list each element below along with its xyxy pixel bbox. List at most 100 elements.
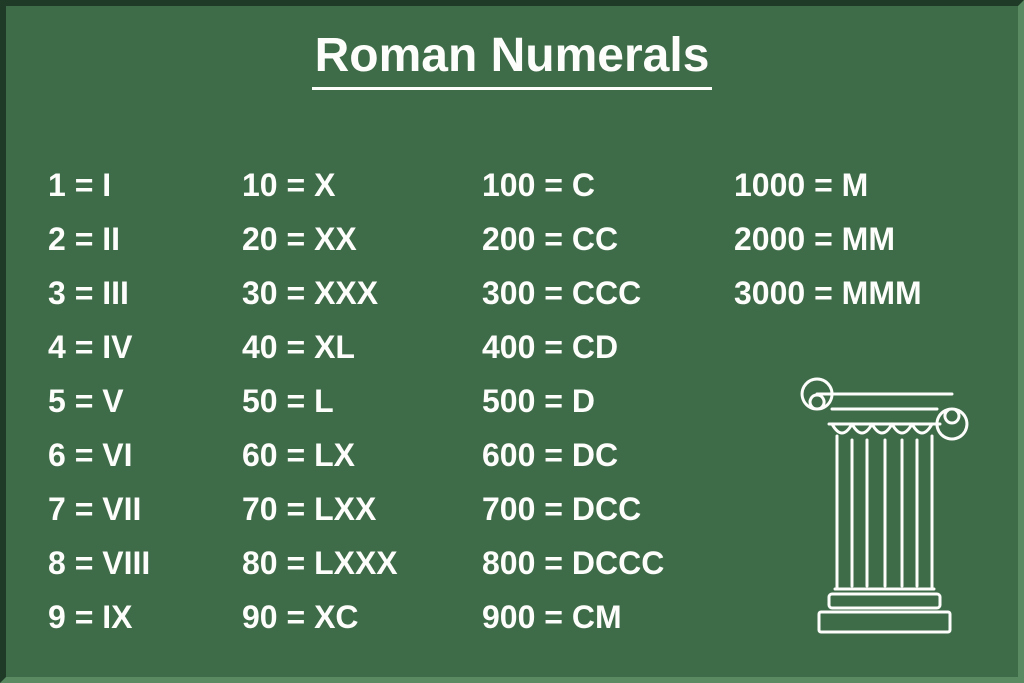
numeral-entry: 60 = LX (242, 428, 482, 482)
numeral-entry: 700 = DCC (482, 482, 734, 536)
numeral-entry: 6 = VI (48, 428, 242, 482)
arabic-value: 5 (48, 383, 66, 419)
equals-sign: = (278, 599, 314, 635)
numeral-entry: 9 = IX (48, 590, 242, 644)
equals-sign: = (535, 221, 571, 257)
roman-value: XX (314, 221, 357, 257)
arabic-value: 300 (482, 275, 535, 311)
equals-sign: = (66, 383, 102, 419)
title-underline (312, 87, 712, 90)
chalkboard: Roman Numerals 1 = I2 = II3 = III4 = IV5… (0, 0, 1024, 683)
roman-value: VI (102, 437, 132, 473)
numeral-entry: 1 = I (48, 158, 242, 212)
arabic-value: 400 (482, 329, 535, 365)
arabic-value: 90 (242, 599, 278, 635)
equals-sign: = (66, 599, 102, 635)
arabic-value: 40 (242, 329, 278, 365)
equals-sign: = (535, 383, 571, 419)
roman-column-icon (797, 374, 972, 639)
arabic-value: 1000 (734, 167, 805, 203)
equals-sign: = (66, 545, 102, 581)
roman-value: DCCC (572, 545, 664, 581)
equals-sign: = (278, 383, 314, 419)
numeral-entry: 7 = VII (48, 482, 242, 536)
numeral-entry: 30 = XXX (242, 266, 482, 320)
arabic-value: 2000 (734, 221, 805, 257)
equals-sign: = (805, 221, 841, 257)
equals-sign: = (535, 491, 571, 527)
numeral-entry: 900 = CM (482, 590, 734, 644)
numeral-entry: 3000 = MMM (734, 266, 994, 320)
numeral-entry: 500 = D (482, 374, 734, 428)
arabic-value: 4 (48, 329, 66, 365)
equals-sign: = (278, 329, 314, 365)
arabic-value: 3 (48, 275, 66, 311)
roman-value: CM (572, 599, 622, 635)
roman-value: MM (842, 221, 895, 257)
roman-value: DCC (572, 491, 641, 527)
equals-sign: = (535, 545, 571, 581)
roman-value: MMM (842, 275, 922, 311)
arabic-value: 700 (482, 491, 535, 527)
arabic-value: 30 (242, 275, 278, 311)
equals-sign: = (278, 275, 314, 311)
equals-sign: = (278, 437, 314, 473)
roman-value: CD (572, 329, 618, 365)
roman-value: DC (572, 437, 618, 473)
equals-sign: = (535, 599, 571, 635)
arabic-value: 1 (48, 167, 66, 203)
arabic-value: 20 (242, 221, 278, 257)
equals-sign: = (66, 491, 102, 527)
numeral-entry: 2 = II (48, 212, 242, 266)
col-ones: 1 = I2 = II3 = III4 = IV5 = V6 = VI7 = V… (48, 158, 242, 644)
roman-value: C (572, 167, 595, 203)
numeral-entry: 8 = VIII (48, 536, 242, 590)
arabic-value: 70 (242, 491, 278, 527)
numeral-entry: 10 = X (242, 158, 482, 212)
equals-sign: = (535, 329, 571, 365)
equals-sign: = (805, 275, 841, 311)
roman-value: CC (572, 221, 618, 257)
numeral-entry: 800 = DCCC (482, 536, 734, 590)
equals-sign: = (535, 167, 571, 203)
arabic-value: 600 (482, 437, 535, 473)
equals-sign: = (278, 221, 314, 257)
roman-value: D (572, 383, 595, 419)
arabic-value: 60 (242, 437, 278, 473)
roman-value: V (102, 383, 123, 419)
roman-value: CCC (572, 275, 641, 311)
equals-sign: = (66, 329, 102, 365)
roman-value: XXX (314, 275, 378, 311)
equals-sign: = (66, 437, 102, 473)
roman-value: LX (314, 437, 355, 473)
numeral-entry: 3 = III (48, 266, 242, 320)
arabic-value: 6 (48, 437, 66, 473)
roman-value: XC (314, 599, 358, 635)
numeral-entry: 5 = V (48, 374, 242, 428)
arabic-value: 500 (482, 383, 535, 419)
equals-sign: = (278, 545, 314, 581)
equals-sign: = (66, 221, 102, 257)
title-block: Roman Numerals (0, 28, 1024, 90)
roman-value: XL (314, 329, 355, 365)
roman-value: I (102, 167, 111, 203)
roman-value: VII (102, 491, 141, 527)
numeral-entry: 50 = L (242, 374, 482, 428)
equals-sign: = (66, 275, 102, 311)
equals-sign: = (66, 167, 102, 203)
numeral-entry: 100 = C (482, 158, 734, 212)
equals-sign: = (278, 167, 314, 203)
arabic-value: 800 (482, 545, 535, 581)
arabic-value: 7 (48, 491, 66, 527)
numeral-entry: 300 = CCC (482, 266, 734, 320)
arabic-value: 2 (48, 221, 66, 257)
roman-value: M (842, 167, 869, 203)
page-title: Roman Numerals (315, 28, 710, 87)
numeral-entry: 600 = DC (482, 428, 734, 482)
arabic-value: 50 (242, 383, 278, 419)
numeral-entry: 80 = LXXX (242, 536, 482, 590)
numeral-entry: 2000 = MM (734, 212, 994, 266)
roman-value: II (102, 221, 120, 257)
equals-sign: = (535, 275, 571, 311)
numeral-entry: 70 = LXX (242, 482, 482, 536)
